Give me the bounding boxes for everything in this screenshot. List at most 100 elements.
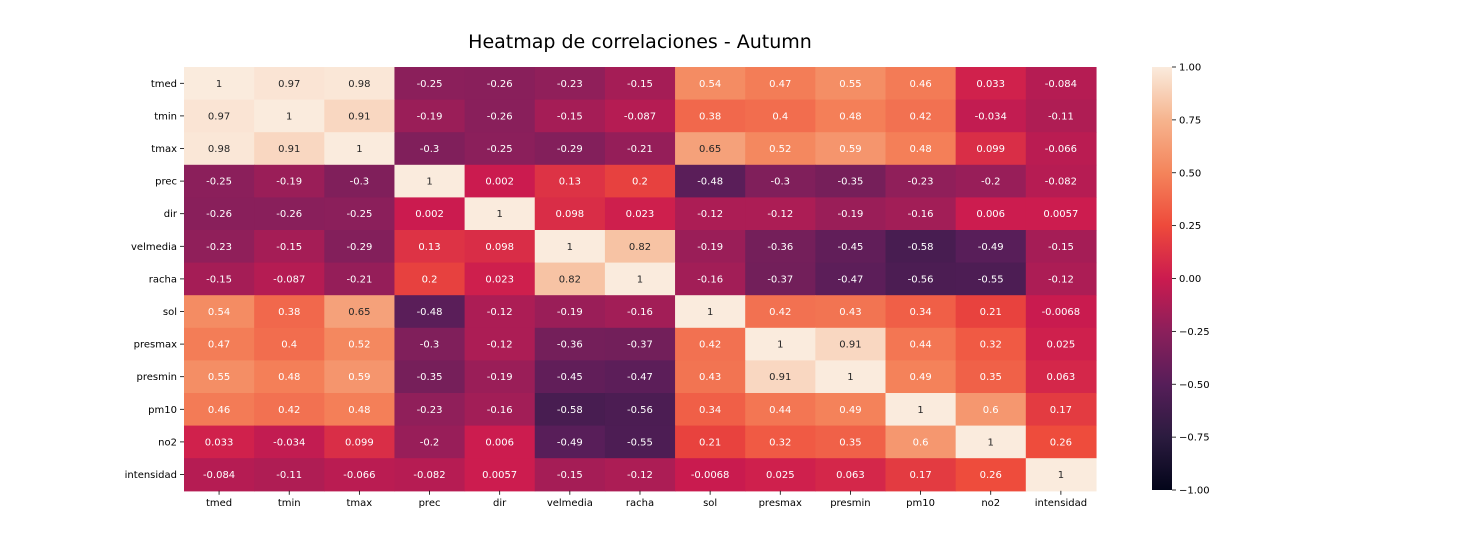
heatmap-cell bbox=[394, 230, 466, 264]
colorbar-tick-label: 1.00 bbox=[1179, 63, 1201, 74]
heatmap-value-label: 0.43 bbox=[699, 372, 721, 383]
heatmap-value-label: -0.3 bbox=[420, 144, 440, 155]
heatmap-value-label: -0.47 bbox=[837, 274, 863, 285]
heatmap-value-label: 0.54 bbox=[208, 307, 230, 318]
x-tick-label: sol bbox=[703, 498, 717, 509]
heatmap-cell bbox=[604, 230, 676, 264]
heatmap-cell bbox=[324, 393, 396, 427]
heatmap-cell bbox=[815, 197, 887, 231]
heatmap-cell bbox=[324, 99, 396, 133]
heatmap-value-label: -0.12 bbox=[487, 307, 513, 318]
heatmap-value-label: 1 bbox=[707, 307, 713, 318]
heatmap-cell bbox=[885, 327, 957, 361]
heatmap-value-label: -0.087 bbox=[624, 111, 656, 122]
heatmap-value-label: -0.36 bbox=[767, 242, 793, 253]
heatmap-value-label: -0.066 bbox=[1045, 144, 1077, 155]
heatmap-value-label: 1 bbox=[286, 111, 292, 122]
heatmap-value-label: 0.91 bbox=[839, 340, 861, 351]
x-axis: tmed tmin tmax prec dir velmedia racha sol presm… bbox=[206, 490, 1087, 509]
x-tick-label: tmed bbox=[206, 498, 232, 509]
heatmap-cell bbox=[534, 230, 606, 264]
heatmap-cell bbox=[955, 164, 1027, 198]
x-tick-label: presmin bbox=[830, 498, 870, 509]
heatmap-value-label: -0.066 bbox=[343, 470, 375, 481]
heatmap-cell bbox=[534, 132, 606, 166]
heatmap-cell bbox=[254, 327, 325, 361]
heatmap-value-label: 0.43 bbox=[839, 307, 861, 318]
heatmap-value-label: 0.6 bbox=[983, 405, 999, 416]
heatmap-value-label: -0.12 bbox=[487, 340, 513, 351]
heatmap-cell bbox=[745, 99, 816, 133]
heatmap-cell bbox=[394, 425, 466, 459]
y-tick-label: intensidad bbox=[125, 470, 177, 481]
heatmap-cell bbox=[184, 197, 255, 231]
heatmap-value-label: 0.48 bbox=[909, 144, 931, 155]
heatmap-cell bbox=[675, 67, 746, 101]
heatmap-cell bbox=[534, 99, 606, 133]
heatmap-value-label: 0.55 bbox=[208, 372, 230, 383]
heatmap-value-label: 0.35 bbox=[980, 372, 1002, 383]
heatmap-value-label: 1 bbox=[356, 144, 362, 155]
heatmap-cell bbox=[184, 132, 255, 166]
heatmap-value-label: 0.82 bbox=[559, 274, 581, 285]
heatmap-value-label: 0.0057 bbox=[1043, 209, 1078, 220]
heatmap-value-label: 0.42 bbox=[769, 307, 791, 318]
heatmap-value-label: 0.59 bbox=[839, 144, 861, 155]
heatmap-cell bbox=[675, 458, 746, 492]
colorbar: 1.00 0.75 0.50 0.25 0.00 −0.25 −0.50 −0.75 −1.00 bbox=[1152, 63, 1210, 497]
heatmap-value-label: -0.2 bbox=[981, 177, 1001, 188]
heatmap-cell bbox=[815, 327, 887, 361]
heatmap-cell bbox=[604, 458, 676, 492]
heatmap-value-label: 0.49 bbox=[909, 372, 931, 383]
heatmap-value-label: 0.26 bbox=[980, 470, 1002, 481]
heatmap-cell bbox=[955, 67, 1027, 101]
heatmap-value-label: 0.34 bbox=[699, 405, 721, 416]
heatmap-value-label: 1 bbox=[216, 79, 222, 90]
heatmap-cell bbox=[394, 295, 466, 329]
heatmap-cell bbox=[534, 360, 606, 394]
heatmap-cell bbox=[815, 132, 887, 166]
heatmap-value-label: -0.15 bbox=[276, 242, 302, 253]
y-tick-label: tmed bbox=[151, 79, 177, 90]
heatmap-cell bbox=[254, 360, 325, 394]
heatmap-cell bbox=[885, 262, 957, 296]
heatmap-cell bbox=[604, 164, 676, 198]
heatmap-value-label: -0.21 bbox=[346, 274, 372, 285]
chart-title: Heatmap de correlaciones - Autumn bbox=[468, 31, 812, 53]
heatmap-value-label: 0.44 bbox=[769, 405, 791, 416]
heatmap-cell bbox=[184, 458, 255, 492]
heatmap-cell bbox=[815, 295, 887, 329]
heatmap-cell bbox=[815, 458, 887, 492]
heatmap-value-label: -0.15 bbox=[627, 79, 653, 90]
heatmap-value-label: -0.35 bbox=[417, 372, 443, 383]
heatmap-value-label: 0.38 bbox=[278, 307, 300, 318]
heatmap-cell bbox=[955, 197, 1027, 231]
heatmap-value-label: -0.55 bbox=[978, 274, 1004, 285]
heatmap-cell bbox=[885, 393, 957, 427]
heatmap-value-label: -0.26 bbox=[276, 209, 302, 220]
heatmap-cell bbox=[675, 164, 746, 198]
heatmap-value-label: -0.26 bbox=[487, 79, 513, 90]
heatmap-value-label: -0.12 bbox=[697, 209, 723, 220]
heatmap-cell bbox=[815, 164, 887, 198]
heatmap-cell bbox=[394, 393, 466, 427]
heatmap-value-label: 0.002 bbox=[485, 177, 514, 188]
heatmap-cell bbox=[534, 262, 606, 296]
heatmap-cell bbox=[464, 99, 536, 133]
heatmap-cell bbox=[815, 425, 887, 459]
heatmap-cell bbox=[885, 99, 957, 133]
heatmap-value-label: -0.58 bbox=[908, 242, 934, 253]
heatmap-cell bbox=[604, 360, 676, 394]
heatmap-cell bbox=[184, 360, 255, 394]
heatmap-cell bbox=[745, 230, 816, 264]
heatmap-cell bbox=[745, 197, 816, 231]
heatmap-value-label: -0.23 bbox=[557, 79, 583, 90]
heatmap-value-label: 1 bbox=[426, 177, 432, 188]
heatmap-cell bbox=[885, 425, 957, 459]
heatmap-cell bbox=[324, 197, 396, 231]
heatmap-value-label: -0.23 bbox=[908, 177, 934, 188]
heatmap-value-label: -0.29 bbox=[346, 242, 372, 253]
colorbar-tick-label: −0.50 bbox=[1179, 380, 1210, 391]
heatmap-value-label: 1 bbox=[637, 274, 643, 285]
heatmap-cell bbox=[254, 262, 325, 296]
